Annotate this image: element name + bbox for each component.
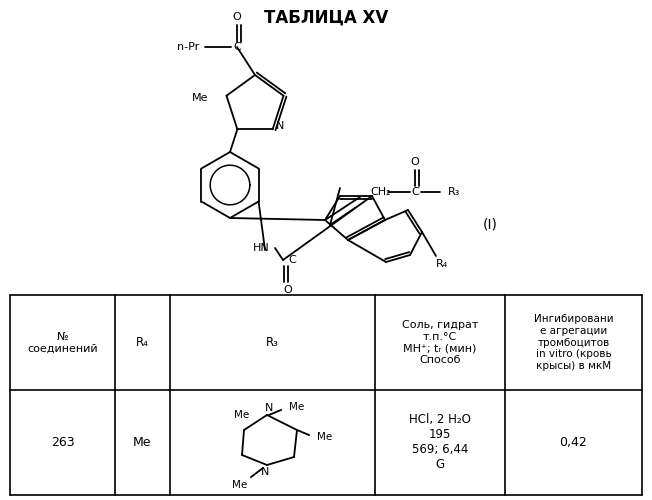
- Text: Me: Me: [289, 402, 304, 412]
- Text: №
соединений: № соединений: [27, 332, 98, 353]
- Text: C: C: [411, 187, 419, 197]
- Text: 263: 263: [51, 436, 74, 449]
- Text: 0,42: 0,42: [559, 436, 587, 449]
- Text: CH₂: CH₂: [370, 187, 391, 197]
- Text: (I): (I): [482, 218, 497, 232]
- Text: Me: Me: [231, 480, 247, 490]
- Text: n-Pr: n-Pr: [177, 42, 199, 52]
- Text: C: C: [233, 42, 241, 52]
- Text: R₄: R₄: [436, 259, 448, 269]
- Text: N: N: [275, 122, 284, 132]
- Text: Соль, гидрат
т.п.°C
MH⁺; tᵣ (мин)
Способ: Соль, гидрат т.п.°C MH⁺; tᵣ (мин) Способ: [402, 320, 478, 365]
- Text: Me: Me: [317, 432, 333, 442]
- Text: R₃: R₃: [266, 336, 279, 349]
- Text: O: O: [411, 157, 419, 167]
- Text: N: N: [265, 403, 273, 413]
- Text: HCl, 2 H₂O
195
569; 6,44
G: HCl, 2 H₂O 195 569; 6,44 G: [409, 414, 471, 472]
- Text: Me: Me: [234, 410, 250, 420]
- Text: O: O: [284, 285, 292, 295]
- Text: Me: Me: [192, 92, 209, 102]
- Text: O: O: [233, 12, 241, 22]
- Text: R₄: R₄: [136, 336, 149, 349]
- Text: Ингибировани
е агрегации
тромбоцитов
in vitro (кровь
крысы) в мкМ: Ингибировани е агрегации тромбоцитов in …: [534, 314, 614, 370]
- Text: C: C: [288, 255, 296, 265]
- Text: Me: Me: [133, 436, 152, 449]
- Text: R₃: R₃: [448, 187, 460, 197]
- Text: N: N: [261, 467, 269, 477]
- Text: ТАБЛИЦА XV: ТАБЛИЦА XV: [264, 9, 388, 27]
- Text: HN: HN: [253, 243, 270, 253]
